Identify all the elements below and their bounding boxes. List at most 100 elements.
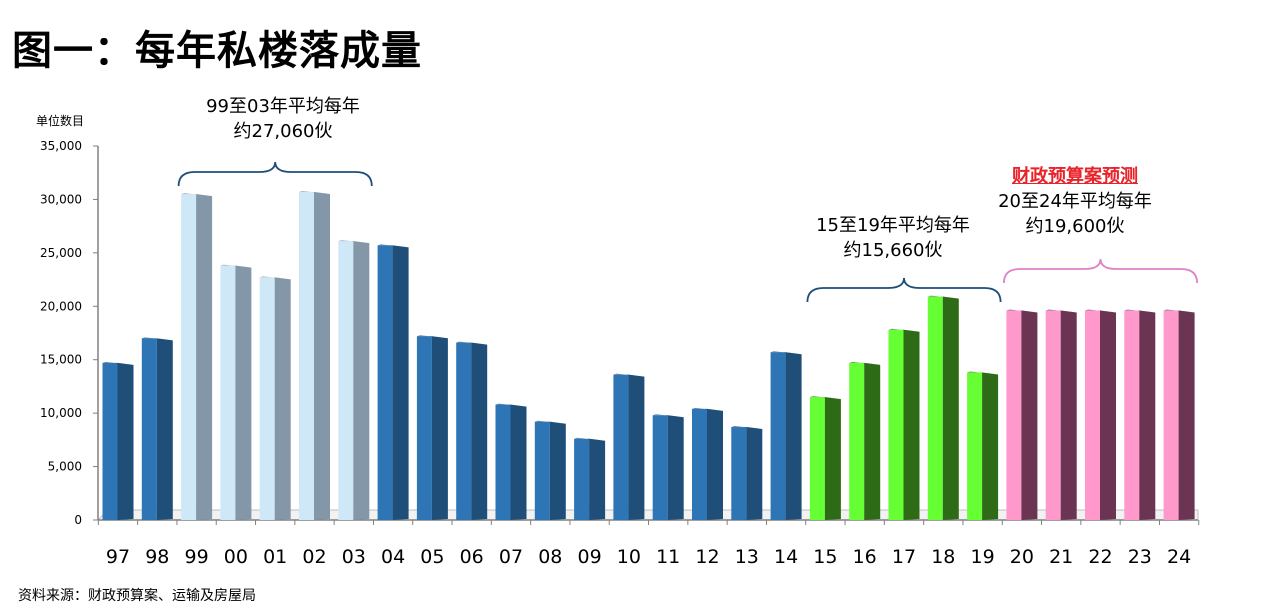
bar-top bbox=[377, 244, 409, 248]
bar-top bbox=[731, 426, 763, 430]
bar-front bbox=[495, 404, 511, 520]
bracket-15-19 bbox=[806, 277, 1002, 303]
bar-side bbox=[353, 241, 370, 521]
bar-front bbox=[967, 372, 983, 520]
x-tick-label: 98 bbox=[145, 546, 169, 568]
bar-side bbox=[746, 427, 763, 520]
x-tick-label: 09 bbox=[578, 546, 602, 568]
bar-front bbox=[613, 374, 629, 520]
x-tick-label: 06 bbox=[460, 546, 484, 568]
bar-side bbox=[196, 194, 213, 521]
bar-top bbox=[770, 351, 802, 355]
y-tick-label: 35,000 bbox=[40, 139, 82, 153]
bar-top bbox=[967, 371, 999, 375]
bar-side bbox=[156, 338, 173, 520]
bar-side bbox=[235, 265, 252, 520]
bar-side bbox=[628, 374, 645, 520]
bar-front bbox=[652, 415, 668, 520]
y-tick-label: 0 bbox=[74, 513, 82, 527]
page-title: 图一：每年私楼落成量 bbox=[12, 28, 422, 74]
bar-front bbox=[1006, 310, 1022, 520]
bar-side bbox=[1100, 310, 1116, 520]
annotation-15-19-line1: 15至19年平均每年 bbox=[816, 215, 970, 236]
bar-side bbox=[314, 191, 330, 520]
x-tick-label: 14 bbox=[774, 546, 798, 568]
bar-side bbox=[589, 438, 606, 520]
x-tick-label: 13 bbox=[735, 546, 759, 568]
bar-front bbox=[416, 336, 432, 520]
bar-front bbox=[534, 421, 550, 520]
bar-front bbox=[888, 329, 904, 520]
bar-top bbox=[1045, 309, 1077, 313]
bar-front bbox=[102, 362, 118, 520]
bar-side bbox=[1139, 310, 1156, 520]
bar-top bbox=[299, 190, 330, 194]
x-tick-label: 15 bbox=[813, 546, 837, 568]
x-tick-label: 16 bbox=[853, 546, 877, 568]
bar-top bbox=[692, 407, 723, 411]
bar-top bbox=[1124, 309, 1156, 313]
bar-side bbox=[785, 352, 802, 520]
bar-top bbox=[259, 276, 291, 280]
bar-side bbox=[1178, 310, 1195, 520]
bar-top bbox=[495, 403, 527, 407]
bar-side bbox=[942, 296, 959, 520]
annotation-20-24-line1: 20至24年平均每年 bbox=[998, 191, 1152, 212]
x-tick-label: 17 bbox=[892, 546, 916, 568]
y-tick-label: 20,000 bbox=[40, 299, 82, 313]
x-tick-label: 97 bbox=[106, 546, 130, 568]
bar-top bbox=[652, 414, 684, 418]
bar-front bbox=[181, 194, 197, 521]
x-tick-label: 01 bbox=[263, 546, 287, 568]
bar-top bbox=[613, 373, 645, 377]
bar-front bbox=[1124, 310, 1140, 520]
bar-front bbox=[259, 277, 275, 520]
bar-side bbox=[864, 362, 881, 520]
x-tick-label: 05 bbox=[420, 546, 444, 568]
y-tick-label: 10,000 bbox=[40, 406, 82, 420]
x-tick-label: 19 bbox=[971, 546, 995, 568]
x-tick-label: 21 bbox=[1049, 546, 1073, 568]
bar-top bbox=[416, 335, 448, 339]
bar-front bbox=[770, 352, 786, 520]
bar-side bbox=[824, 397, 841, 520]
bar-front bbox=[1045, 310, 1061, 520]
y-tick-label: 25,000 bbox=[40, 246, 82, 260]
bar-top bbox=[102, 361, 134, 365]
bar-side bbox=[982, 372, 999, 520]
bar-front bbox=[849, 362, 865, 520]
x-tick-label: 08 bbox=[538, 546, 562, 568]
x-tick-label: 07 bbox=[499, 546, 523, 568]
bar-top bbox=[574, 437, 606, 441]
bar-side bbox=[1060, 310, 1077, 520]
bar-front bbox=[1163, 310, 1179, 520]
bar-top bbox=[888, 328, 920, 332]
bar-front bbox=[809, 397, 825, 520]
bracket-99-03 bbox=[177, 161, 373, 187]
bar-front bbox=[574, 438, 590, 520]
bar-front bbox=[338, 241, 354, 521]
bar-front bbox=[927, 296, 943, 520]
bar-top bbox=[220, 264, 252, 268]
bar-side bbox=[392, 245, 409, 520]
bar-top bbox=[456, 341, 488, 345]
bar-front bbox=[731, 427, 747, 520]
forecast-label: 财政预算案预测 bbox=[1012, 166, 1138, 187]
x-tick-label: 11 bbox=[656, 546, 680, 568]
bar-side bbox=[117, 362, 134, 520]
x-tick-label: 23 bbox=[1128, 546, 1152, 568]
bar-front bbox=[220, 265, 236, 520]
y-tick-label: 15,000 bbox=[40, 353, 82, 367]
bar-front bbox=[456, 342, 472, 520]
x-tick-label: 12 bbox=[695, 546, 719, 568]
bar-side bbox=[274, 277, 291, 520]
y-tick-label: 5,000 bbox=[48, 460, 82, 474]
bar-top bbox=[338, 240, 370, 244]
x-tick-label: 22 bbox=[1088, 546, 1112, 568]
bar-side bbox=[707, 408, 723, 520]
bar-side bbox=[903, 329, 920, 520]
bracket-20-24 bbox=[1003, 258, 1198, 284]
x-tick-label: 24 bbox=[1167, 546, 1191, 568]
bar-top bbox=[1085, 309, 1116, 313]
